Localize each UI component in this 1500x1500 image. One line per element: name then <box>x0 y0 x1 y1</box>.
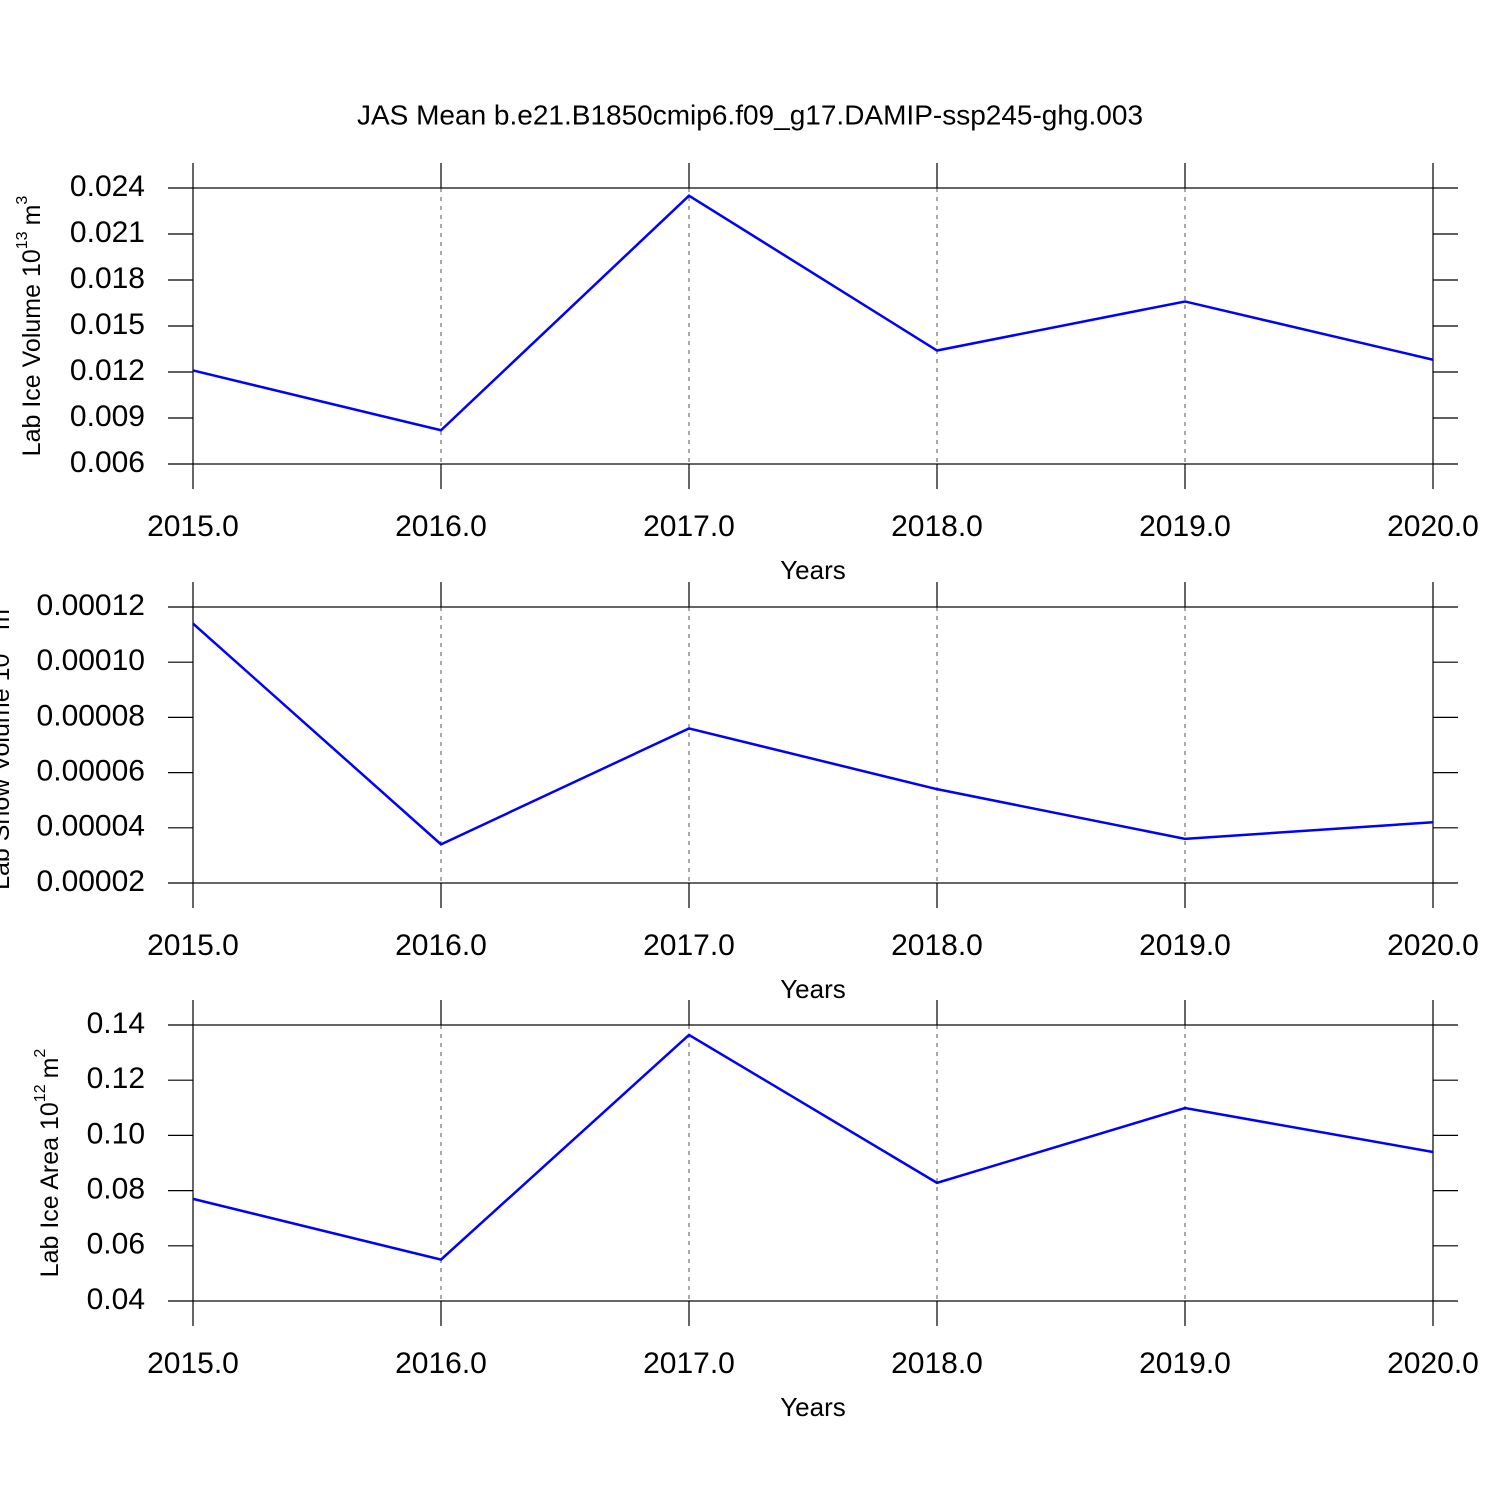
data-line <box>192 622 1434 846</box>
y-tick-label: 0.08 <box>87 1173 145 1206</box>
y-axis-label: Lab Ice Volume 1013 m3 <box>14 196 45 457</box>
x-tick-label: 2017.0 <box>643 1347 735 1380</box>
x-tick-label: 2018.0 <box>891 510 983 543</box>
x-tick-label: 2017.0 <box>643 510 735 543</box>
y-tick-label: 0.06 <box>87 1228 145 1261</box>
x-tick-label: 2020.0 <box>1387 510 1479 543</box>
y-tick-label: 0.009 <box>70 400 145 433</box>
x-axis-label: Years <box>780 974 846 1004</box>
data-line <box>192 194 1434 432</box>
y-tick-label: 0.00004 <box>37 810 145 843</box>
x-tick-label: 2018.0 <box>891 1347 983 1380</box>
y-tick-label: 0.00008 <box>37 699 145 732</box>
y-axis-label-part: m <box>36 1058 64 1079</box>
y-axis-label: Lab Ice Area 1012 m2 <box>32 1049 63 1278</box>
plot-frame <box>192 187 1434 465</box>
y-tick-label: 0.024 <box>70 170 145 203</box>
y-tick-label: 0.021 <box>70 216 145 249</box>
y-axis-label-part: m <box>18 205 46 226</box>
x-tick-label: 2016.0 <box>395 929 487 962</box>
y-tick-label: 0.00006 <box>37 755 145 788</box>
chart-title: JAS Mean b.e21.B1850cmip6.f09_g17.DAMIP-… <box>357 99 1143 130</box>
y-axis-label-exponent: 3 <box>14 196 31 205</box>
plot-frame <box>192 1024 1434 1302</box>
x-tick-label: 2019.0 <box>1139 510 1231 543</box>
x-tick-label: 2020.0 <box>1387 1347 1479 1380</box>
plot-frame <box>192 606 1434 884</box>
x-tick-label: 2015.0 <box>147 1347 239 1380</box>
y-tick-label: 0.12 <box>87 1062 145 1095</box>
y-axis-label-exponent: 2 <box>32 1049 49 1058</box>
y-axis-label-part: Lab Snow Volume 10 <box>0 654 15 890</box>
y-tick-label: 0.00010 <box>37 644 145 677</box>
x-axis-label: Years <box>780 1392 846 1422</box>
y-tick-label: 0.018 <box>70 262 145 295</box>
y-tick-label: 0.10 <box>87 1117 145 1150</box>
x-tick-label: 2019.0 <box>1139 1347 1231 1380</box>
y-tick-label: 0.04 <box>87 1283 145 1316</box>
x-axis-label: Years <box>780 555 846 585</box>
x-tick-label: 2020.0 <box>1387 929 1479 962</box>
x-tick-label: 2017.0 <box>643 929 735 962</box>
x-tick-label: 2016.0 <box>395 510 487 543</box>
y-axis-label: Lab Snow Volume 1013m3 <box>0 600 15 890</box>
x-tick-label: 2016.0 <box>395 1347 487 1380</box>
y-axis-label-exponent: 12 <box>32 1084 49 1102</box>
y-axis-label-part: Lab Ice Volume 10 <box>18 249 46 456</box>
y-axis-label-part: Lab Ice Area 10 <box>36 1102 64 1277</box>
x-tick-label: 2015.0 <box>147 929 239 962</box>
x-tick-label: 2015.0 <box>147 510 239 543</box>
y-axis-label-part: m <box>0 609 15 630</box>
y-tick-label: 0.006 <box>70 446 145 479</box>
y-tick-label: 0.012 <box>70 354 145 387</box>
y-tick-label: 0.00002 <box>37 865 145 898</box>
y-axis-label-exponent: 13 <box>14 231 31 249</box>
x-tick-label: 2019.0 <box>1139 929 1231 962</box>
y-tick-label: 0.14 <box>87 1007 145 1040</box>
y-tick-label: 0.00012 <box>37 589 145 622</box>
data-line <box>192 1033 1434 1261</box>
x-tick-label: 2018.0 <box>891 929 983 962</box>
y-tick-label: 0.015 <box>70 308 145 341</box>
